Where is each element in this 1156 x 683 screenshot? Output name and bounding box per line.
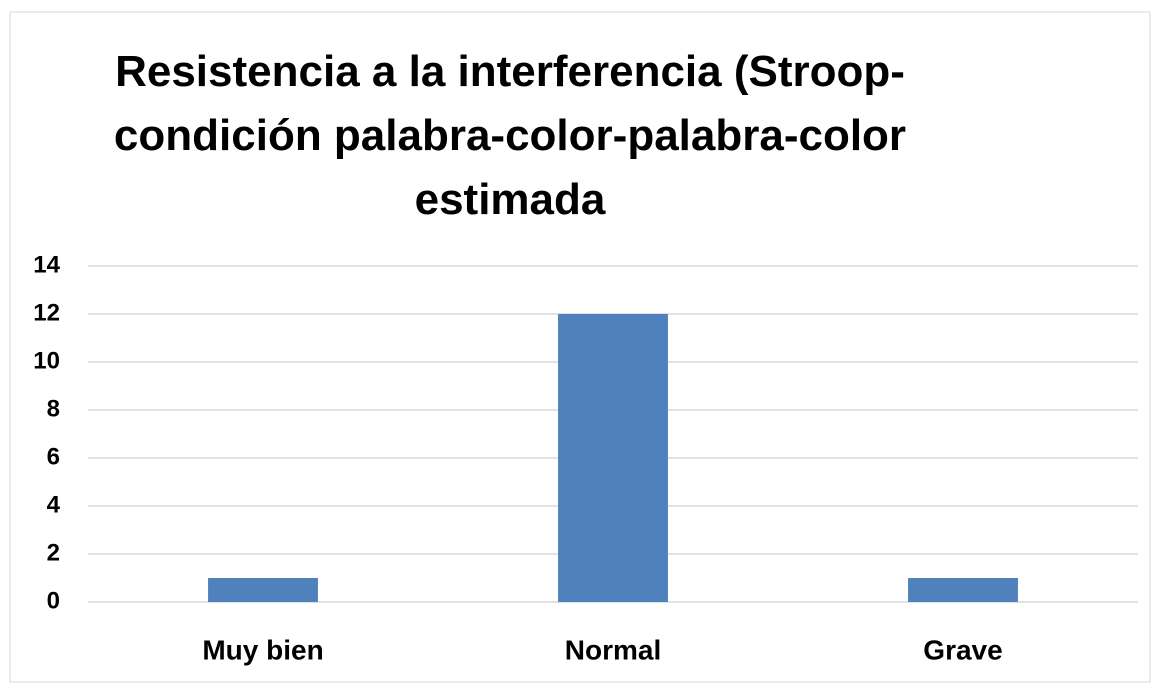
y-tick-label: 14 — [33, 251, 60, 278]
bar — [558, 314, 668, 602]
chart-border — [9, 11, 1151, 683]
y-tick-label: 12 — [33, 299, 60, 326]
x-tick-label: Normal — [565, 634, 661, 665]
y-tick-label: 0 — [47, 587, 60, 614]
x-tick-label: Grave — [923, 634, 1002, 665]
bar — [908, 578, 1018, 602]
bar — [208, 578, 318, 602]
x-tick-label: Muy bien — [202, 634, 323, 665]
y-tick-label: 2 — [47, 539, 60, 566]
y-tick-label: 10 — [33, 347, 60, 374]
y-tick-label: 4 — [47, 491, 61, 518]
chart-title: Resistencia a la interferencia (Stroop-c… — [113, 47, 907, 224]
y-tick-label: 6 — [47, 443, 60, 470]
y-tick-label: 8 — [47, 395, 60, 422]
